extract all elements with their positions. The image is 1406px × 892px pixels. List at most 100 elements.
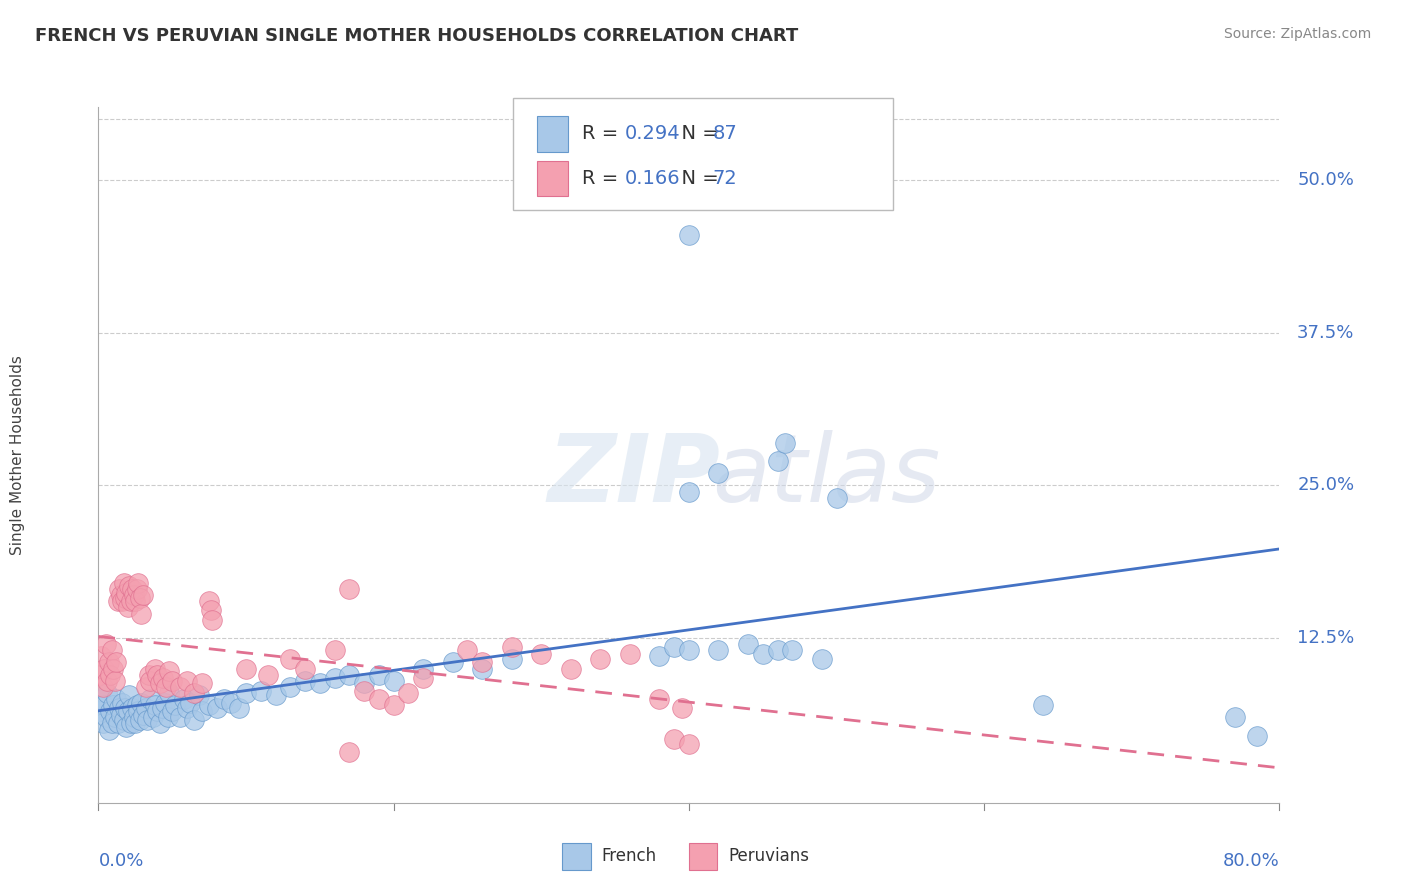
Point <box>191 676 214 690</box>
Point <box>122 710 145 724</box>
Point <box>353 683 375 698</box>
Point <box>183 686 205 700</box>
Point <box>278 652 302 666</box>
Point <box>136 713 159 727</box>
Point <box>132 707 155 722</box>
Text: FRENCH VS PERUVIAN SINGLE MOTHER HOUSEHOLDS CORRELATION CHART: FRENCH VS PERUVIAN SINGLE MOTHER HOUSEHO… <box>35 27 799 45</box>
Point <box>139 673 162 688</box>
Point <box>111 696 134 710</box>
Point <box>201 613 224 627</box>
Point <box>104 673 127 688</box>
Point <box>112 713 135 727</box>
Point <box>115 586 138 600</box>
Point <box>96 673 118 688</box>
Text: 0.0%: 0.0% <box>98 852 143 870</box>
Point <box>93 698 115 713</box>
Point <box>105 692 128 706</box>
Text: atlas: atlas <box>713 430 941 521</box>
Point <box>235 661 257 675</box>
Point <box>1246 729 1268 743</box>
Point <box>111 594 134 608</box>
Point <box>441 656 464 670</box>
Point <box>143 698 166 713</box>
Point <box>751 647 773 661</box>
Point <box>169 680 191 694</box>
Point <box>100 716 122 731</box>
Point <box>107 594 129 608</box>
Point <box>103 698 125 713</box>
Point <box>766 454 789 468</box>
Point <box>782 643 804 657</box>
Point <box>155 680 177 694</box>
Point <box>146 704 169 718</box>
Point <box>152 671 174 685</box>
Point <box>198 594 221 608</box>
Point <box>678 643 700 657</box>
Point <box>179 696 201 710</box>
Point <box>98 704 121 718</box>
Point <box>118 578 141 592</box>
Point <box>108 582 131 597</box>
Point <box>228 700 250 714</box>
Text: 0.294: 0.294 <box>624 124 681 144</box>
Point <box>173 692 195 706</box>
Point <box>707 643 730 657</box>
Point <box>678 228 700 243</box>
Point <box>219 696 242 710</box>
Point <box>176 700 198 714</box>
Point <box>396 686 419 700</box>
Text: 0.166: 0.166 <box>624 169 681 188</box>
Point <box>737 637 759 651</box>
Point <box>257 667 280 681</box>
Point <box>648 649 671 664</box>
Point <box>149 716 172 731</box>
Point <box>149 676 172 690</box>
Point <box>368 692 391 706</box>
Point <box>412 661 434 675</box>
Point <box>337 745 360 759</box>
Point <box>132 588 155 602</box>
Point <box>129 607 152 621</box>
Point <box>191 704 214 718</box>
Text: 87: 87 <box>713 124 738 144</box>
Point <box>294 661 316 675</box>
Point <box>309 676 332 690</box>
Point <box>89 704 111 718</box>
Text: Peruvians: Peruvians <box>728 847 810 865</box>
Text: 25.0%: 25.0% <box>1298 476 1354 494</box>
Point <box>143 661 166 675</box>
Point <box>121 700 143 714</box>
Point <box>176 673 198 688</box>
Point <box>323 643 346 657</box>
Point <box>118 689 141 703</box>
Point <box>278 680 302 694</box>
Text: 12.5%: 12.5% <box>1298 629 1354 647</box>
Point <box>135 700 157 714</box>
Point <box>337 667 360 681</box>
Point <box>589 652 612 666</box>
Point <box>117 600 139 615</box>
Point <box>90 649 112 664</box>
Point <box>94 710 117 724</box>
Point <box>353 676 375 690</box>
Point <box>368 667 391 681</box>
Point <box>153 696 176 710</box>
Text: N =: N = <box>669 169 725 188</box>
Point <box>250 683 273 698</box>
Point <box>337 582 360 597</box>
Point <box>501 652 523 666</box>
Point <box>294 673 316 688</box>
Point <box>138 667 160 681</box>
Point <box>122 588 145 602</box>
Point <box>115 720 138 734</box>
Point <box>104 710 127 724</box>
Point <box>108 700 131 714</box>
Point <box>125 582 148 597</box>
Point <box>1223 710 1246 724</box>
Point <box>128 591 150 605</box>
Text: Source: ZipAtlas.com: Source: ZipAtlas.com <box>1223 27 1371 41</box>
Point <box>664 640 686 654</box>
Point <box>1032 698 1054 713</box>
Point <box>810 652 832 666</box>
Point <box>110 707 132 722</box>
